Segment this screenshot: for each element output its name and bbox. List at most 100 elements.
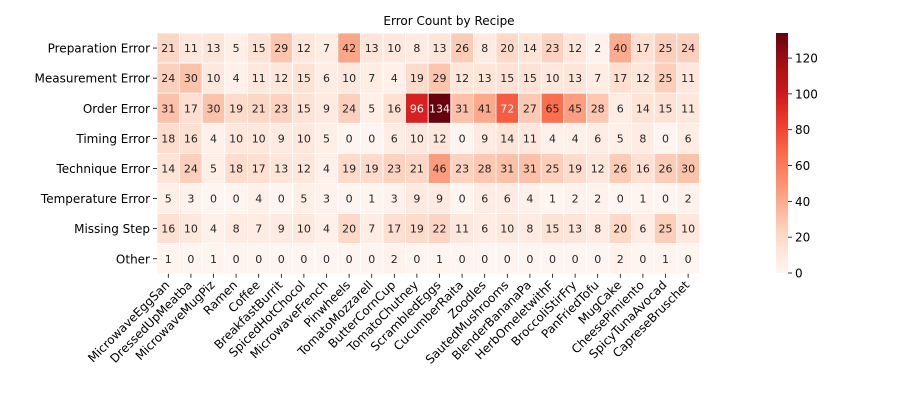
cell-value-label: 46 xyxy=(433,162,447,175)
cell-value-label: 1 xyxy=(368,193,375,206)
row-label: Order Error xyxy=(83,102,150,116)
cell-value-label: 4 xyxy=(233,72,240,85)
cell-value-label: 0 xyxy=(300,253,307,266)
cell-value-label: 10 xyxy=(681,223,695,236)
cell-value-label: 16 xyxy=(387,102,401,115)
cell-value-label: 29 xyxy=(274,42,288,55)
cell-value-label: 9 xyxy=(481,132,488,145)
cell-value-label: 15 xyxy=(297,72,311,85)
row-label: Timing Error xyxy=(75,132,150,146)
cell-value-label: 11 xyxy=(455,223,469,236)
cell-value-label: 5 xyxy=(210,162,217,175)
cell-value-label: 4 xyxy=(391,72,398,85)
cell-value-label: 31 xyxy=(523,162,537,175)
cell-value-label: 28 xyxy=(478,162,492,175)
cell-value-label: 26 xyxy=(659,162,673,175)
cell-value-label: 17 xyxy=(252,162,266,175)
cell-value-label: 0 xyxy=(459,253,466,266)
cell-value-label: 8 xyxy=(481,42,488,55)
cell-value-label: 13 xyxy=(433,42,447,55)
cell-value-label: 30 xyxy=(184,72,198,85)
colorbar-tick-label: 40 xyxy=(795,195,810,209)
cell-value-label: 40 xyxy=(613,42,627,55)
cell-value-label: 29 xyxy=(433,72,447,85)
cell-value-label: 0 xyxy=(413,253,420,266)
cell-value-label: 8 xyxy=(594,223,601,236)
cell-value-label: 72 xyxy=(500,102,514,115)
cell-value-label: 9 xyxy=(278,223,285,236)
cell-value-label: 13 xyxy=(568,223,582,236)
cell-value-label: 0 xyxy=(662,132,669,145)
cell-value-label: 12 xyxy=(591,162,605,175)
cell-value-label: 13 xyxy=(478,72,492,85)
cell-value-label: 25 xyxy=(659,72,673,85)
cell-value-label: 8 xyxy=(526,223,533,236)
cell-value-label: 0 xyxy=(594,253,601,266)
cell-value-label: 0 xyxy=(187,253,194,266)
cell-value-label: 31 xyxy=(500,162,514,175)
cell-value-label: 19 xyxy=(365,162,379,175)
cell-value-label: 12 xyxy=(274,72,288,85)
cell-value-label: 0 xyxy=(639,253,646,266)
cell-value-label: 7 xyxy=(323,42,330,55)
cell-value-label: 19 xyxy=(410,223,424,236)
cell-value-label: 13 xyxy=(568,72,582,85)
cell-value-label: 3 xyxy=(187,193,194,206)
cell-value-label: 25 xyxy=(546,162,560,175)
cell-value-label: 18 xyxy=(161,132,175,145)
cell-value-label: 10 xyxy=(342,72,356,85)
cell-value-label: 1 xyxy=(639,193,646,206)
cell-value-label: 3 xyxy=(391,193,398,206)
cell-value-label: 0 xyxy=(278,193,285,206)
cell-value-label: 11 xyxy=(681,102,695,115)
cell-value-label: 1 xyxy=(436,253,443,266)
cell-value-label: 11 xyxy=(523,132,537,145)
cell-value-label: 6 xyxy=(481,193,488,206)
cell-value-label: 7 xyxy=(255,223,262,236)
colorbar-tick-label: 80 xyxy=(795,123,810,137)
cell-value-label: 30 xyxy=(207,102,221,115)
cell-value-label: 2 xyxy=(594,193,601,206)
cell-value-label: 2 xyxy=(391,253,398,266)
cell-value-label: 12 xyxy=(433,132,447,145)
cell-value-label: 0 xyxy=(662,193,669,206)
cell-value-label: 31 xyxy=(161,102,175,115)
cell-value-label: 4 xyxy=(323,162,330,175)
cell-value-label: 3 xyxy=(323,193,330,206)
cell-value-label: 2 xyxy=(572,193,579,206)
cell-value-label: 0 xyxy=(617,193,624,206)
cell-value-label: 19 xyxy=(410,72,424,85)
cell-value-label: 4 xyxy=(210,223,217,236)
cell-value-label: 0 xyxy=(255,253,262,266)
cell-value-label: 4 xyxy=(255,193,262,206)
cell-value-label: 134 xyxy=(429,102,450,115)
cell-value-label: 8 xyxy=(413,42,420,55)
cell-value-label: 31 xyxy=(455,102,469,115)
cell-value-label: 0 xyxy=(233,253,240,266)
cell-value-label: 10 xyxy=(252,132,266,145)
cell-value-label: 6 xyxy=(504,193,511,206)
cell-value-label: 5 xyxy=(300,193,307,206)
cell-value-label: 0 xyxy=(459,193,466,206)
cell-value-label: 11 xyxy=(681,72,695,85)
cell-value-label: 27 xyxy=(523,102,537,115)
colorbar-tick-label: 100 xyxy=(795,87,818,101)
row-labels: Preparation Error Measurement Error Order … xyxy=(35,42,157,266)
cell-value-label: 0 xyxy=(346,193,353,206)
cell-value-label: 24 xyxy=(681,42,695,55)
chart-title: Error Count by Recipe xyxy=(383,14,514,28)
cell-value-label: 13 xyxy=(274,162,288,175)
cell-value-label: 10 xyxy=(500,223,514,236)
cell-value-label: 11 xyxy=(252,72,266,85)
cell-value-label: 28 xyxy=(591,102,605,115)
cell-value-label: 20 xyxy=(500,42,514,55)
row-label: Preparation Error xyxy=(48,42,150,56)
colorbar: 0 20 40 60 80 100 120 xyxy=(776,33,818,281)
cell-value-label: 6 xyxy=(323,72,330,85)
cell-value-label: 0 xyxy=(278,253,285,266)
cell-value-label: 15 xyxy=(297,102,311,115)
cell-value-label: 10 xyxy=(410,132,424,145)
cell-value-label: 1 xyxy=(549,193,556,206)
row-label: Measurement Error xyxy=(35,72,151,86)
cell-value-label: 9 xyxy=(278,132,285,145)
